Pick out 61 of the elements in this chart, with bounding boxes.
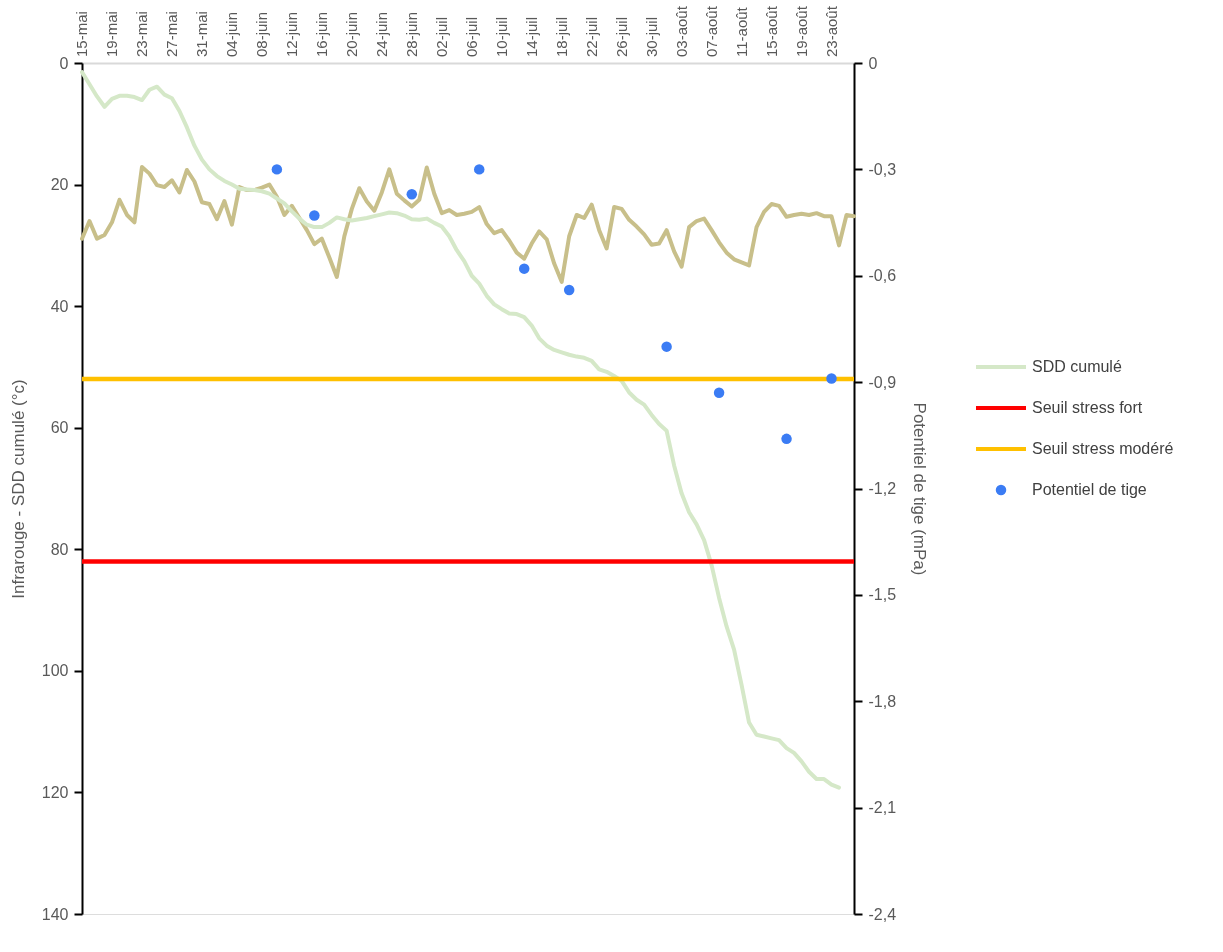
y2-tick-label: -1,2	[868, 480, 897, 497]
y-axis-title: Infrarouge - SDD cumulé (°c)	[8, 379, 28, 599]
x-tick-label: 22-juil	[582, 16, 600, 57]
y-tick-label: 60	[50, 419, 69, 437]
point	[826, 373, 837, 384]
x-tick-label: 23-mai	[132, 11, 150, 57]
legend-label: SDD cumulé	[1032, 358, 1122, 375]
x-tick-label: 15-août	[762, 5, 780, 57]
x-tick-label: 11-août	[732, 6, 750, 57]
y-tick-label: 120	[41, 783, 69, 801]
x-tick-label: 04-juin	[222, 11, 240, 57]
x-tick-label: 12-juin	[282, 11, 300, 57]
y-tick-label: 20	[50, 176, 69, 194]
x-tick-label: 28-juin	[402, 11, 420, 57]
x-tick-label: 16-juin	[312, 11, 330, 57]
x-tick-label: 30-juil	[642, 16, 660, 57]
x-tick-label: 14-juil	[522, 16, 540, 57]
legend-label: Seuil stress fort	[1032, 399, 1143, 416]
x-tick-label: 27-mai	[162, 11, 180, 57]
y2-tick-label: -0,3	[868, 160, 897, 178]
x-tick-label: 07-août	[702, 5, 720, 57]
y-tick-label: 140	[41, 905, 69, 923]
x-tick-label: 19-août	[792, 5, 810, 57]
y-tick-label: 80	[50, 540, 69, 558]
x-tick-label: 06-juil	[462, 16, 480, 57]
x-tick-label: 08-juin	[252, 11, 270, 57]
y2-tick-label: -2,1	[868, 799, 897, 817]
x-tick-label: 20-juin	[342, 11, 360, 57]
point	[518, 263, 530, 274]
x-tick-label: 31-mai	[192, 11, 210, 57]
x-tick-label: 26-juil	[612, 16, 630, 57]
x-tick-label: 23-août	[822, 5, 840, 57]
x-tick-label: 03-août	[672, 5, 690, 57]
x-tick-label: 24-juin	[372, 11, 390, 57]
y2-tick-label: -0,9	[868, 373, 897, 391]
point	[474, 164, 485, 175]
y2-axis-title: Potentiel de tige (mPa)	[910, 402, 930, 576]
line-series	[80, 164, 856, 284]
y2-tick-label: -0,6	[868, 267, 897, 285]
x-tick-label: 02-juil	[432, 16, 450, 57]
point	[781, 433, 792, 445]
line-series	[80, 70, 842, 790]
y2-tick-label: -2,4	[868, 905, 897, 923]
x-tick-label: 18-juil	[552, 16, 570, 57]
x-tick-label: 10-juil	[492, 16, 510, 57]
x-tick-label: 15-mai	[73, 11, 90, 57]
y2-tick-label: 0	[868, 54, 878, 72]
point	[563, 284, 575, 296]
y-tick-label: 0	[59, 54, 69, 72]
point	[713, 387, 725, 398]
point	[406, 188, 418, 200]
legend-label: Potentiel de tige	[1032, 481, 1147, 498]
point	[271, 164, 283, 175]
y2-tick-label: -1,8	[868, 692, 897, 710]
point	[309, 210, 320, 221]
legend-label: Seuil stress modéré	[1032, 440, 1174, 457]
x-tick-label: 19-mai	[102, 11, 120, 57]
y2-tick-label: -1,5	[868, 586, 897, 604]
point	[661, 341, 672, 352]
y-tick-label: 40	[50, 297, 69, 315]
y-tick-label: 100	[41, 662, 69, 680]
